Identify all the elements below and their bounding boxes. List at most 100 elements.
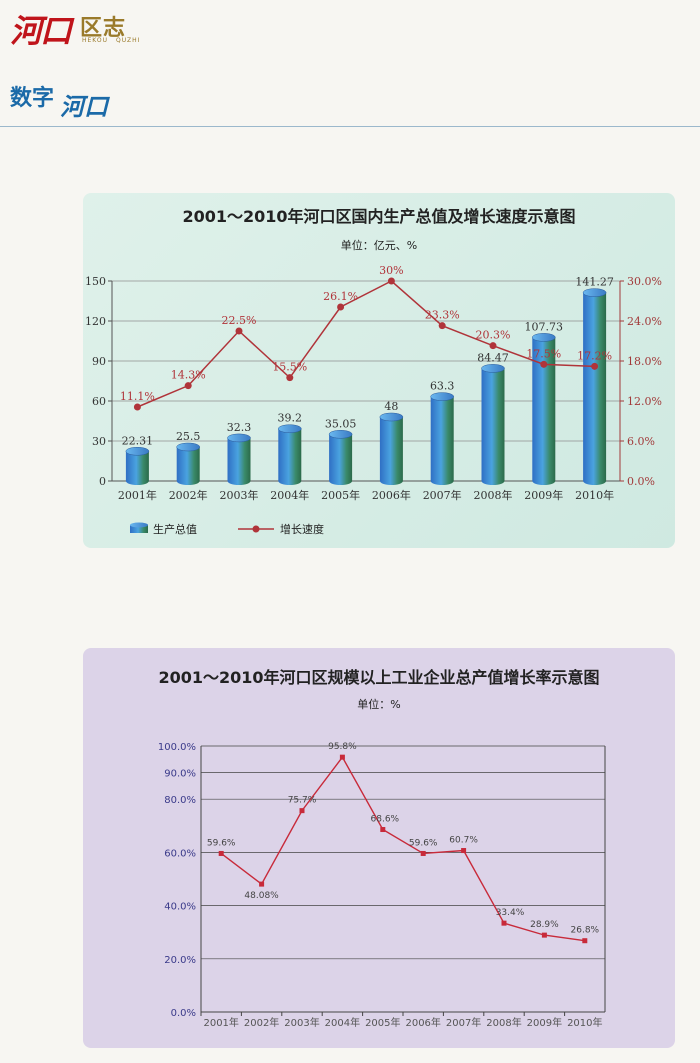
industry-growth-point (259, 881, 265, 887)
gdp-bar (532, 337, 556, 485)
gdp-value-label: 107.73 (525, 320, 564, 333)
logo-pinyin-1: HEKOU (82, 37, 109, 44)
gdp-value-label: 22.31 (122, 434, 154, 447)
industry-growth-point (380, 827, 386, 833)
growth-point (133, 403, 141, 411)
gdp-bar (430, 396, 454, 485)
gdp-bar-top (532, 333, 556, 342)
gdp-value-label: 32.3 (227, 421, 252, 434)
growth-point (235, 327, 243, 335)
industry-growth-label: 75.7% (288, 796, 317, 806)
growth-line (137, 280, 595, 408)
section-title-b: 河口 (60, 92, 108, 121)
chart1-xtick-label: 2001年 (118, 488, 157, 502)
gdp-bar-top (430, 392, 454, 401)
gdp-bar (481, 368, 505, 485)
industry-growth-point (541, 932, 547, 938)
gdp-bar-top (125, 447, 150, 456)
legend-bar-swatch-top (130, 522, 148, 528)
industry-growth-label: 26.8% (571, 926, 600, 936)
chart1-xtick-label: 2007年 (423, 488, 462, 502)
chart1-xtick-label: 2008年 (474, 488, 513, 502)
chart2-ytick-label: 100.0% (158, 742, 196, 753)
chart1-xtick-label: 2003年 (220, 488, 259, 502)
industry-growth-label: 95.8% (328, 742, 357, 752)
chart2-title: 2001～2010年河口区规模以上工业企业总产值增长率示意图 (158, 668, 599, 687)
growth-value-label: 23.3% (425, 309, 460, 322)
chart1-y2tick-label: 18.0% (627, 355, 662, 368)
chart2-unit-label: 单位：% (357, 697, 400, 711)
gdp-bar (583, 292, 607, 485)
gdp-value-label: 141.27 (575, 276, 614, 289)
industry-growth-point (461, 848, 467, 854)
gdp-value-label: 39.2 (278, 412, 303, 425)
header-rule (0, 126, 700, 127)
gdp-bar-top (176, 442, 200, 452)
chart2-ytick-label: 90.0% (164, 769, 196, 780)
gdp-value-label: 84.47 (477, 351, 509, 364)
chart2-xtick-label: 2006年 (405, 1016, 440, 1029)
chart2-ytick-label: 60.0% (164, 848, 196, 859)
chart2-xtick-label: 2005年 (365, 1016, 400, 1029)
growth-value-label: 14.3% (171, 369, 206, 382)
chart1-ytick-label: 60 (92, 395, 106, 408)
growth-point (387, 277, 395, 285)
chart2-ytick-label: 40.0% (164, 902, 196, 913)
chart2-xtick-label: 2007年 (446, 1016, 481, 1029)
chart2-xtick-label: 2003年 (284, 1016, 319, 1029)
gdp-bar-top (227, 433, 251, 443)
legend-growth-label: 增长速度 (280, 522, 324, 536)
gdp-bar-top (328, 430, 353, 439)
chart1-xtick-label: 2006年 (372, 488, 411, 502)
industry-growth-label: 68.6% (371, 815, 400, 825)
logo-pinyin-2: QUZHI (116, 37, 141, 44)
gdp-value-label: 63.3 (430, 380, 455, 393)
growth-value-label: 30% (379, 264, 403, 277)
chart1-xtick-label: 2010年 (575, 488, 614, 502)
chart1-xtick-label: 2002年 (169, 488, 208, 502)
chart2-ytick-label: 80.0% (164, 795, 196, 806)
chart1-title: 2001～2010年河口区国内生产总值及增长速度示意图 (182, 207, 575, 226)
growth-value-label: 11.1% (120, 390, 155, 403)
industry-growth-label: 28.9% (530, 920, 559, 930)
chart1-y2tick-label: 30.0% (627, 275, 662, 288)
chart1-y2tick-label: 24.0% (627, 315, 662, 328)
logo-text: 河口 (10, 12, 72, 50)
growth-point (489, 342, 497, 350)
logo-text-2: 区志 (80, 15, 127, 41)
chart1-xtick-label: 2004年 (270, 488, 309, 502)
gdp-bar (278, 428, 302, 485)
growth-point (540, 360, 548, 368)
chart1-y2tick-label: 6.0% (627, 435, 655, 448)
legend-bar-swatch (130, 525, 148, 533)
chart1-ytick-label: 30 (92, 435, 106, 448)
industry-growth-point (582, 938, 588, 944)
gdp-bar (125, 451, 149, 485)
gdp-value-label: 48 (384, 400, 398, 413)
gdp-bar (176, 447, 200, 485)
gdp-bar (329, 434, 353, 485)
growth-point (184, 382, 192, 390)
page-header: 河口 区志 HEKOU QUZHI 数字 河口 (0, 0, 700, 128)
legend-line-marker (252, 525, 260, 533)
chart1-ytick-label: 120 (85, 315, 106, 328)
gdp-bar-top (481, 364, 505, 373)
chart2-xtick-label: 2009年 (527, 1016, 562, 1029)
chart1-ytick-label: 0 (99, 475, 106, 488)
growth-point (286, 374, 294, 382)
chart1-xtick-label: 2009年 (524, 488, 563, 502)
growth-value-label: 26.1% (323, 290, 358, 303)
chart2-xtick-label: 2004年 (325, 1016, 360, 1029)
industry-growth-point (420, 850, 426, 856)
chart2-xtick-label: 2002年 (244, 1016, 279, 1029)
industry-growth-label: 48.08% (244, 891, 279, 901)
gdp-value-label: 35.05 (325, 417, 357, 430)
growth-value-label: 17.5% (526, 347, 561, 360)
chart2-ytick-label: 20.0% (164, 955, 196, 966)
industry-growth-line (220, 755, 585, 942)
legend-gdp-label: 生产总值 (153, 522, 197, 536)
gdp-chart-panel (83, 193, 675, 548)
logo-pinyin: HEKOU QUZHI (82, 37, 148, 44)
